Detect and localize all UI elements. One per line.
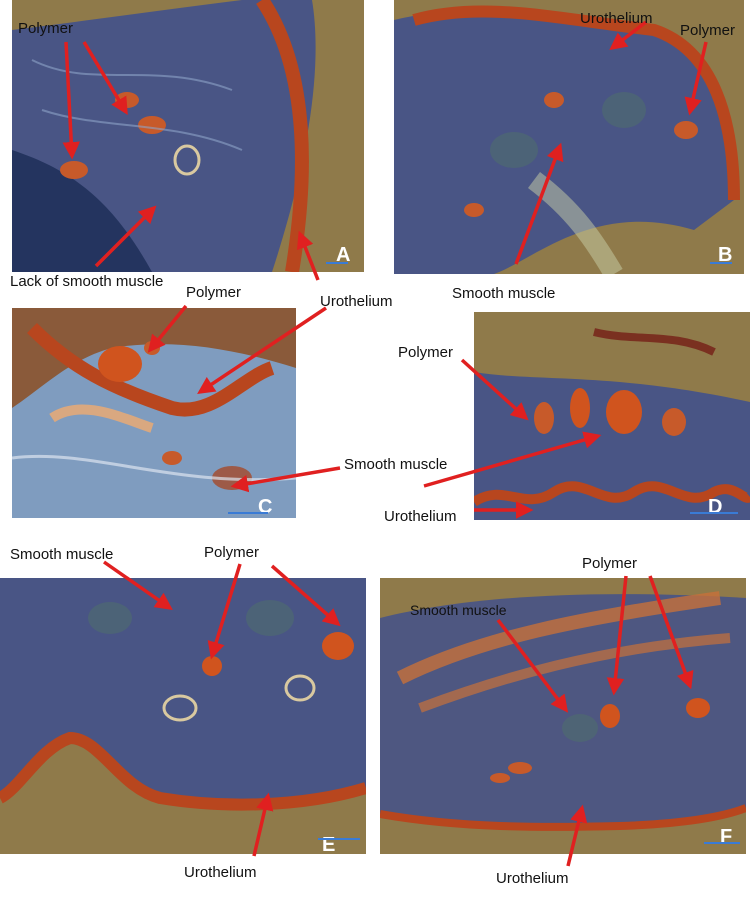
label-f-polymer: Polymer bbox=[582, 555, 638, 572]
panel-c: C bbox=[12, 308, 296, 518]
panel-e: E bbox=[0, 578, 366, 854]
label-b-urothelium: Urothelium bbox=[580, 10, 653, 27]
label-a-urothelium: Urothelium bbox=[320, 293, 393, 310]
panel-letter-a: A bbox=[336, 244, 351, 266]
panel-a-micrograph bbox=[12, 0, 364, 272]
panel-c-micrograph bbox=[12, 308, 296, 518]
panel-d-micrograph bbox=[474, 312, 750, 520]
label-d-polymer: Polymer bbox=[398, 344, 454, 361]
label-f-smooth-muscle: Smooth muscle bbox=[410, 602, 507, 618]
scale-bar-b bbox=[710, 262, 732, 264]
panel-f-micrograph bbox=[380, 578, 746, 854]
label-b-smooth-muscle: Smooth muscle bbox=[452, 285, 556, 302]
panel-letter-c: C bbox=[258, 496, 273, 518]
label-a-polymer: Polymer bbox=[18, 20, 74, 37]
panel-letter-e: E bbox=[322, 834, 336, 854]
scale-bar-f bbox=[704, 842, 740, 844]
panel-letter-b: B bbox=[718, 244, 733, 266]
label-e-urothelium: Urothelium bbox=[184, 864, 257, 881]
panel-letter-d: D bbox=[708, 496, 723, 518]
label-e-polymer: Polymer bbox=[204, 544, 260, 561]
label-c-polymer: Polymer bbox=[186, 284, 242, 301]
panel-f: F bbox=[380, 578, 746, 854]
panel-b: B bbox=[394, 0, 744, 274]
label-d-urothelium: Urothelium bbox=[384, 508, 457, 525]
panel-e-micrograph bbox=[0, 578, 366, 854]
label-e-smooth-muscle: Smooth muscle bbox=[10, 546, 114, 563]
label-f-urothelium: Urothelium bbox=[496, 870, 569, 887]
panel-a: A bbox=[12, 0, 364, 272]
label-a-lack-smooth-muscle: Lack of smooth muscle bbox=[10, 273, 164, 290]
panel-d: D bbox=[474, 312, 750, 520]
panel-letter-f: F bbox=[720, 826, 733, 848]
scale-bar-e bbox=[318, 838, 360, 840]
scale-bar-d bbox=[690, 512, 738, 514]
scale-bar-a bbox=[326, 262, 348, 264]
panel-b-micrograph bbox=[394, 0, 744, 274]
scale-bar-c bbox=[228, 512, 268, 514]
label-cd-smooth-muscle: Smooth muscle bbox=[344, 456, 448, 473]
label-b-polymer: Polymer bbox=[680, 22, 736, 39]
